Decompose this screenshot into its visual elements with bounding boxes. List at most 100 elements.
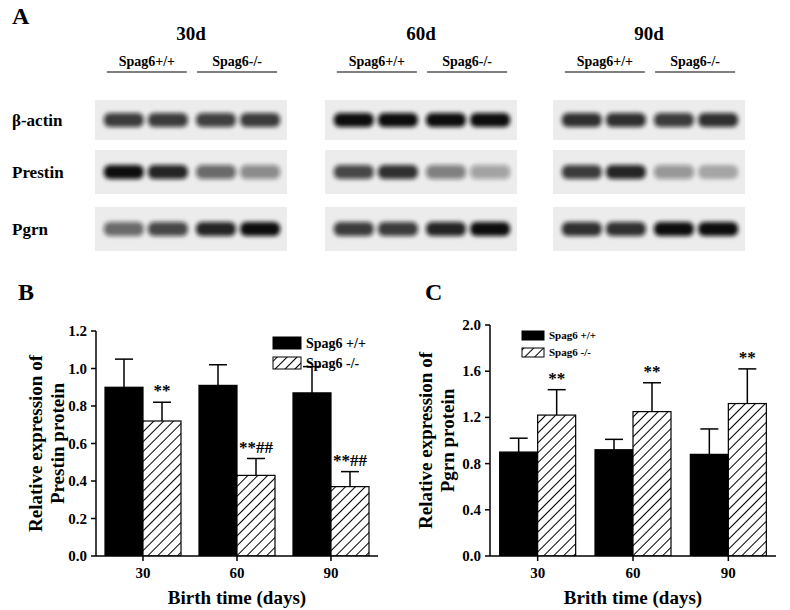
- genotype-underline: [197, 71, 277, 72]
- error-bar: [643, 383, 661, 412]
- band: [562, 165, 602, 179]
- plot-area: [500, 369, 767, 556]
- genotype-label: Spag6-/-: [212, 54, 262, 69]
- panel-label: B: [18, 279, 34, 305]
- band: [426, 165, 466, 179]
- y-tick-label: 0.8: [68, 398, 87, 414]
- y-tick-label: 1.6: [462, 363, 481, 379]
- genotype-underline: [565, 71, 645, 72]
- x-tick: [728, 556, 730, 561]
- band: [104, 165, 144, 179]
- row-label: Pgrn: [12, 220, 48, 239]
- row-label: β-actin: [12, 111, 63, 130]
- bar: [728, 404, 766, 556]
- error-cap: [341, 471, 359, 473]
- panel-label: A: [12, 3, 30, 29]
- legend-swatch: [273, 357, 301, 369]
- y-tick-label: 1.0: [68, 361, 87, 377]
- error-cap: [247, 458, 265, 460]
- error-bar: [738, 369, 756, 404]
- bar: [500, 452, 538, 556]
- genotype-label: Spag6-/-: [670, 54, 720, 69]
- error-bar: [510, 438, 528, 452]
- band: [196, 113, 236, 127]
- y-axis-title: Relative expression ofPgrn protein: [415, 351, 458, 529]
- plot-area: [105, 359, 369, 556]
- bar: [143, 421, 181, 556]
- y-tick: [485, 555, 490, 557]
- y-axis-title: Relative expression ofPrestin protein: [25, 354, 68, 532]
- band: [196, 222, 236, 236]
- error-bar: [605, 439, 623, 449]
- band: [606, 113, 646, 127]
- band: [240, 113, 280, 127]
- y-tick-label: 0.4: [462, 502, 481, 518]
- legend-swatch: [273, 337, 301, 349]
- band: [470, 113, 510, 127]
- band: [426, 222, 466, 236]
- bar: [690, 454, 728, 556]
- band: [426, 113, 466, 127]
- error-stem: [518, 438, 520, 452]
- legend-label: Spag6 -/-: [549, 346, 591, 358]
- band: [334, 222, 374, 236]
- y-tick: [485, 463, 490, 465]
- x-tick: [142, 556, 144, 561]
- error-stem: [556, 390, 558, 415]
- y-tick: [91, 518, 96, 520]
- bar: [105, 387, 143, 556]
- band: [698, 165, 738, 179]
- x-tick-label: 30: [530, 565, 545, 581]
- genotype-underline: [427, 71, 507, 72]
- x-tick-label: 90: [324, 565, 339, 581]
- error-bar: [209, 365, 227, 386]
- bar: [331, 487, 369, 556]
- error-cap: [209, 364, 227, 366]
- error-stem: [747, 369, 749, 404]
- y-tick: [91, 443, 96, 445]
- x-axis-title: Birth time (days): [168, 587, 306, 609]
- bar: [293, 393, 331, 556]
- blot-strip: [553, 207, 745, 251]
- band: [334, 113, 374, 127]
- band: [562, 222, 602, 236]
- genotype-underline: [337, 71, 417, 72]
- y-axis-title-line: Relative expression of: [415, 351, 436, 529]
- error-stem: [255, 459, 257, 476]
- error-stem: [217, 365, 219, 386]
- legend-swatch: [522, 348, 544, 357]
- band: [470, 165, 510, 179]
- error-stem: [123, 359, 125, 387]
- error-cap: [738, 368, 756, 370]
- error-cap: [605, 439, 623, 441]
- blot-strip: [325, 207, 517, 251]
- band: [148, 165, 188, 179]
- band: [606, 222, 646, 236]
- error-bar: [115, 359, 133, 387]
- error-stem: [651, 383, 653, 412]
- legend-label: Spag6 +/+: [306, 336, 366, 351]
- error-bar: [548, 390, 566, 415]
- x-tick-label: 60: [230, 565, 245, 581]
- band: [196, 165, 236, 179]
- significance-label: **: [739, 348, 756, 367]
- band: [148, 222, 188, 236]
- y-tick: [91, 480, 96, 482]
- band: [606, 165, 646, 179]
- y-tick: [91, 555, 96, 557]
- genotype-underline: [107, 71, 187, 72]
- error-stem: [349, 472, 351, 487]
- x-tick-label: 90: [721, 565, 736, 581]
- band: [698, 222, 738, 236]
- y-tick-label: 0.6: [68, 436, 87, 452]
- y-tick-label: 2.0: [462, 317, 481, 333]
- x-tick: [537, 556, 539, 561]
- y-axis-title-line: Pgrn protein: [437, 388, 458, 492]
- blot-strip: [553, 150, 745, 194]
- band: [470, 222, 510, 236]
- legend-label: Spag6 -/-: [306, 356, 360, 371]
- x-tick-label: 60: [626, 565, 641, 581]
- group-title: 30d: [176, 23, 206, 44]
- y-tick-label: 0.0: [462, 548, 481, 564]
- bar-chart: B0.00.20.40.60.81.01.2306090Birth time (…: [18, 279, 378, 609]
